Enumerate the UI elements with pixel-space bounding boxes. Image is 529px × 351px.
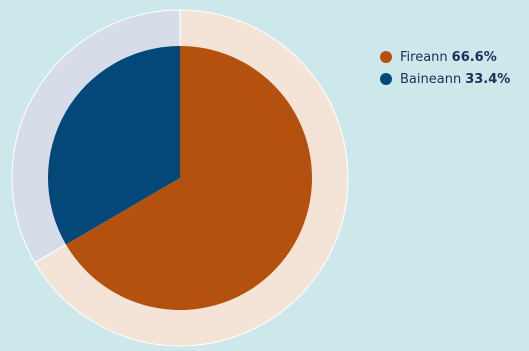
legend-label-baineann: Baineann: [400, 71, 462, 87]
pie-slices: [48, 46, 312, 310]
pie-slice-fireann[interactable]: [65, 46, 312, 310]
legend-swatch-baineann: [380, 73, 392, 85]
legend-item-baineann[interactable]: Baineann 33.4%: [380, 68, 510, 90]
legend-item-fireann[interactable]: Fireann 66.6%: [380, 46, 510, 68]
legend-value-baineann: 33.4%: [465, 71, 511, 87]
pie-slice-baineann[interactable]: [48, 46, 181, 245]
legend: Fireann 66.6% Baineann 33.4%: [380, 46, 510, 90]
legend-label-fireann: Fireann: [400, 49, 448, 65]
legend-swatch-fireann: [380, 51, 392, 63]
pie-chart-svg: [11, 9, 349, 347]
legend-value-fireann: 66.6%: [451, 49, 497, 65]
pie-chart: [11, 9, 349, 347]
